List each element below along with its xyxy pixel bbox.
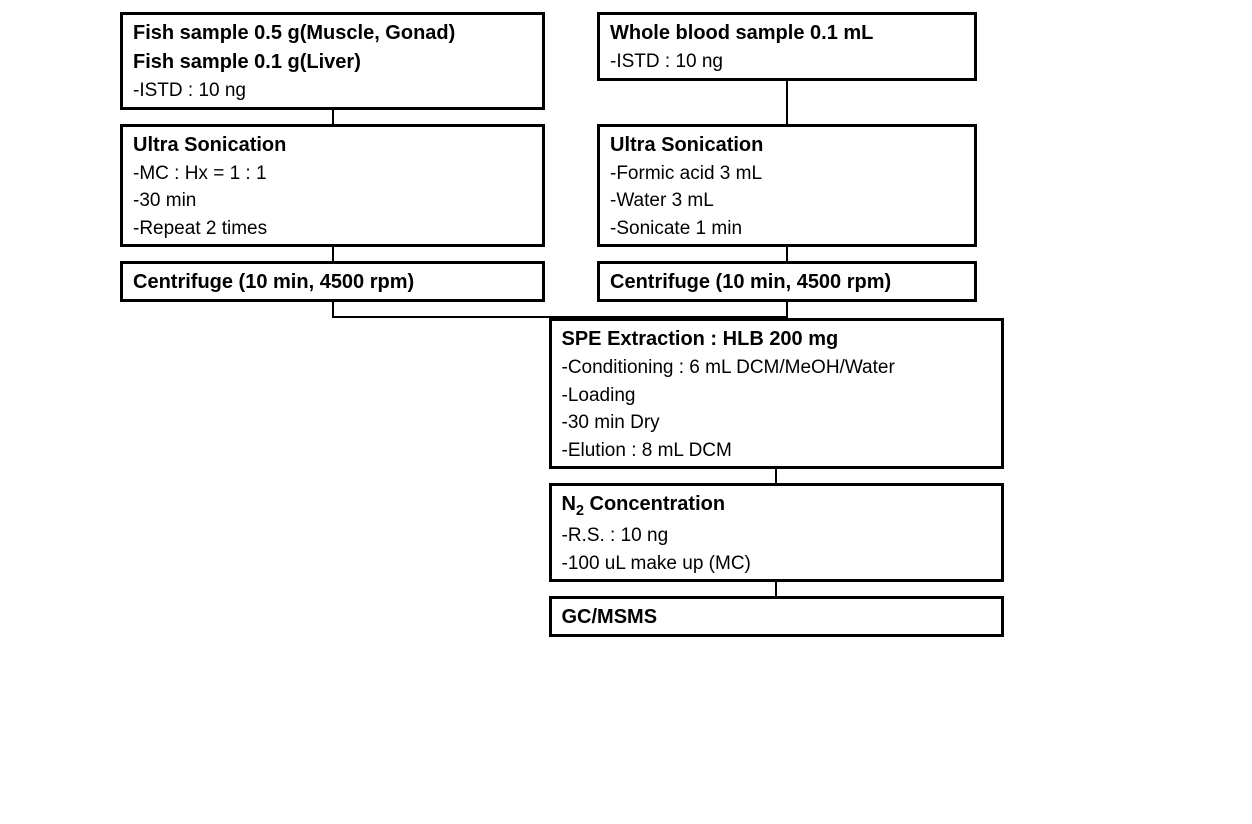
connector bbox=[786, 302, 788, 316]
n2-title-sub: 2 bbox=[576, 503, 584, 519]
left-sonication-l3: -Repeat 2 times bbox=[133, 215, 532, 243]
node-left-centrifuge: Centrifuge (10 min, 4500 rpm) bbox=[120, 261, 545, 302]
connector bbox=[332, 247, 334, 261]
connector bbox=[775, 582, 777, 596]
fish-sample-title-a: Fish sample 0.5 g(Muscle, Gonad) bbox=[133, 19, 532, 48]
n2-l1: -R.S. : 10 ng bbox=[562, 522, 991, 550]
node-right-centrifuge: Centrifuge (10 min, 4500 rpm) bbox=[597, 261, 977, 302]
branches-row: Fish sample 0.5 g(Muscle, Gonad) Fish sa… bbox=[120, 12, 1240, 316]
left-sonication-l2: -30 min bbox=[133, 187, 532, 215]
spe-title: SPE Extraction : HLB 200 mg bbox=[562, 325, 991, 354]
blood-sample-title: Whole blood sample 0.1 mL bbox=[610, 19, 964, 48]
node-spe: SPE Extraction : HLB 200 mg -Conditionin… bbox=[549, 318, 1004, 469]
spe-l1: -Conditioning : 6 mL DCM/MeOH/Water bbox=[562, 354, 991, 382]
spe-l2: -Loading bbox=[562, 382, 991, 410]
right-sonication-l1: -Formic acid 3 mL bbox=[610, 160, 964, 188]
left-centrifuge-title: Centrifuge (10 min, 4500 rpm) bbox=[133, 268, 532, 297]
right-sonication-l3: -Sonicate 1 min bbox=[610, 215, 964, 243]
n2-title-post: Concentration bbox=[584, 493, 725, 515]
merged-branch: SPE Extraction : HLB 200 mg -Conditionin… bbox=[312, 318, 1240, 637]
n2-title-pre: N bbox=[562, 493, 576, 515]
blood-sample-istd: -ISTD : 10 ng bbox=[610, 48, 964, 76]
spe-l3: -30 min Dry bbox=[562, 409, 991, 437]
connector bbox=[332, 110, 334, 124]
right-sonication-l2: -Water 3 mL bbox=[610, 187, 964, 215]
spe-l4: -Elution : 8 mL DCM bbox=[562, 437, 991, 465]
right-centrifuge-title: Centrifuge (10 min, 4500 rpm) bbox=[610, 268, 964, 297]
node-blood-sample: Whole blood sample 0.1 mL -ISTD : 10 ng bbox=[597, 12, 977, 81]
gc-title: GC/MSMS bbox=[562, 603, 991, 632]
left-sonication-title: Ultra Sonication bbox=[133, 131, 532, 160]
node-n2: N2 Concentration -R.S. : 10 ng -100 uL m… bbox=[549, 483, 1004, 582]
left-branch: Fish sample 0.5 g(Muscle, Gonad) Fish sa… bbox=[120, 12, 545, 316]
node-right-sonication: Ultra Sonication -Formic acid 3 mL -Wate… bbox=[597, 124, 977, 248]
branch-gap bbox=[545, 12, 597, 316]
fish-sample-istd: -ISTD : 10 ng bbox=[133, 77, 532, 105]
connector bbox=[332, 302, 334, 316]
connector bbox=[775, 469, 777, 483]
connector bbox=[786, 247, 788, 261]
n2-title: N2 Concentration bbox=[562, 490, 991, 522]
flowchart-root: Fish sample 0.5 g(Muscle, Gonad) Fish sa… bbox=[12, 12, 1240, 637]
n2-l2: -100 uL make up (MC) bbox=[562, 550, 991, 578]
node-left-sonication: Ultra Sonication -MC : Hx = 1 : 1 -30 mi… bbox=[120, 124, 545, 248]
node-fish-sample: Fish sample 0.5 g(Muscle, Gonad) Fish sa… bbox=[120, 12, 545, 110]
right-sonication-title: Ultra Sonication bbox=[610, 131, 964, 160]
left-sonication-l1: -MC : Hx = 1 : 1 bbox=[133, 160, 532, 188]
node-gc: GC/MSMS bbox=[549, 596, 1004, 637]
connector bbox=[786, 81, 788, 124]
fish-sample-title-b: Fish sample 0.1 g(Liver) bbox=[133, 48, 532, 77]
right-branch: Whole blood sample 0.1 mL -ISTD : 10 ng … bbox=[597, 12, 977, 316]
